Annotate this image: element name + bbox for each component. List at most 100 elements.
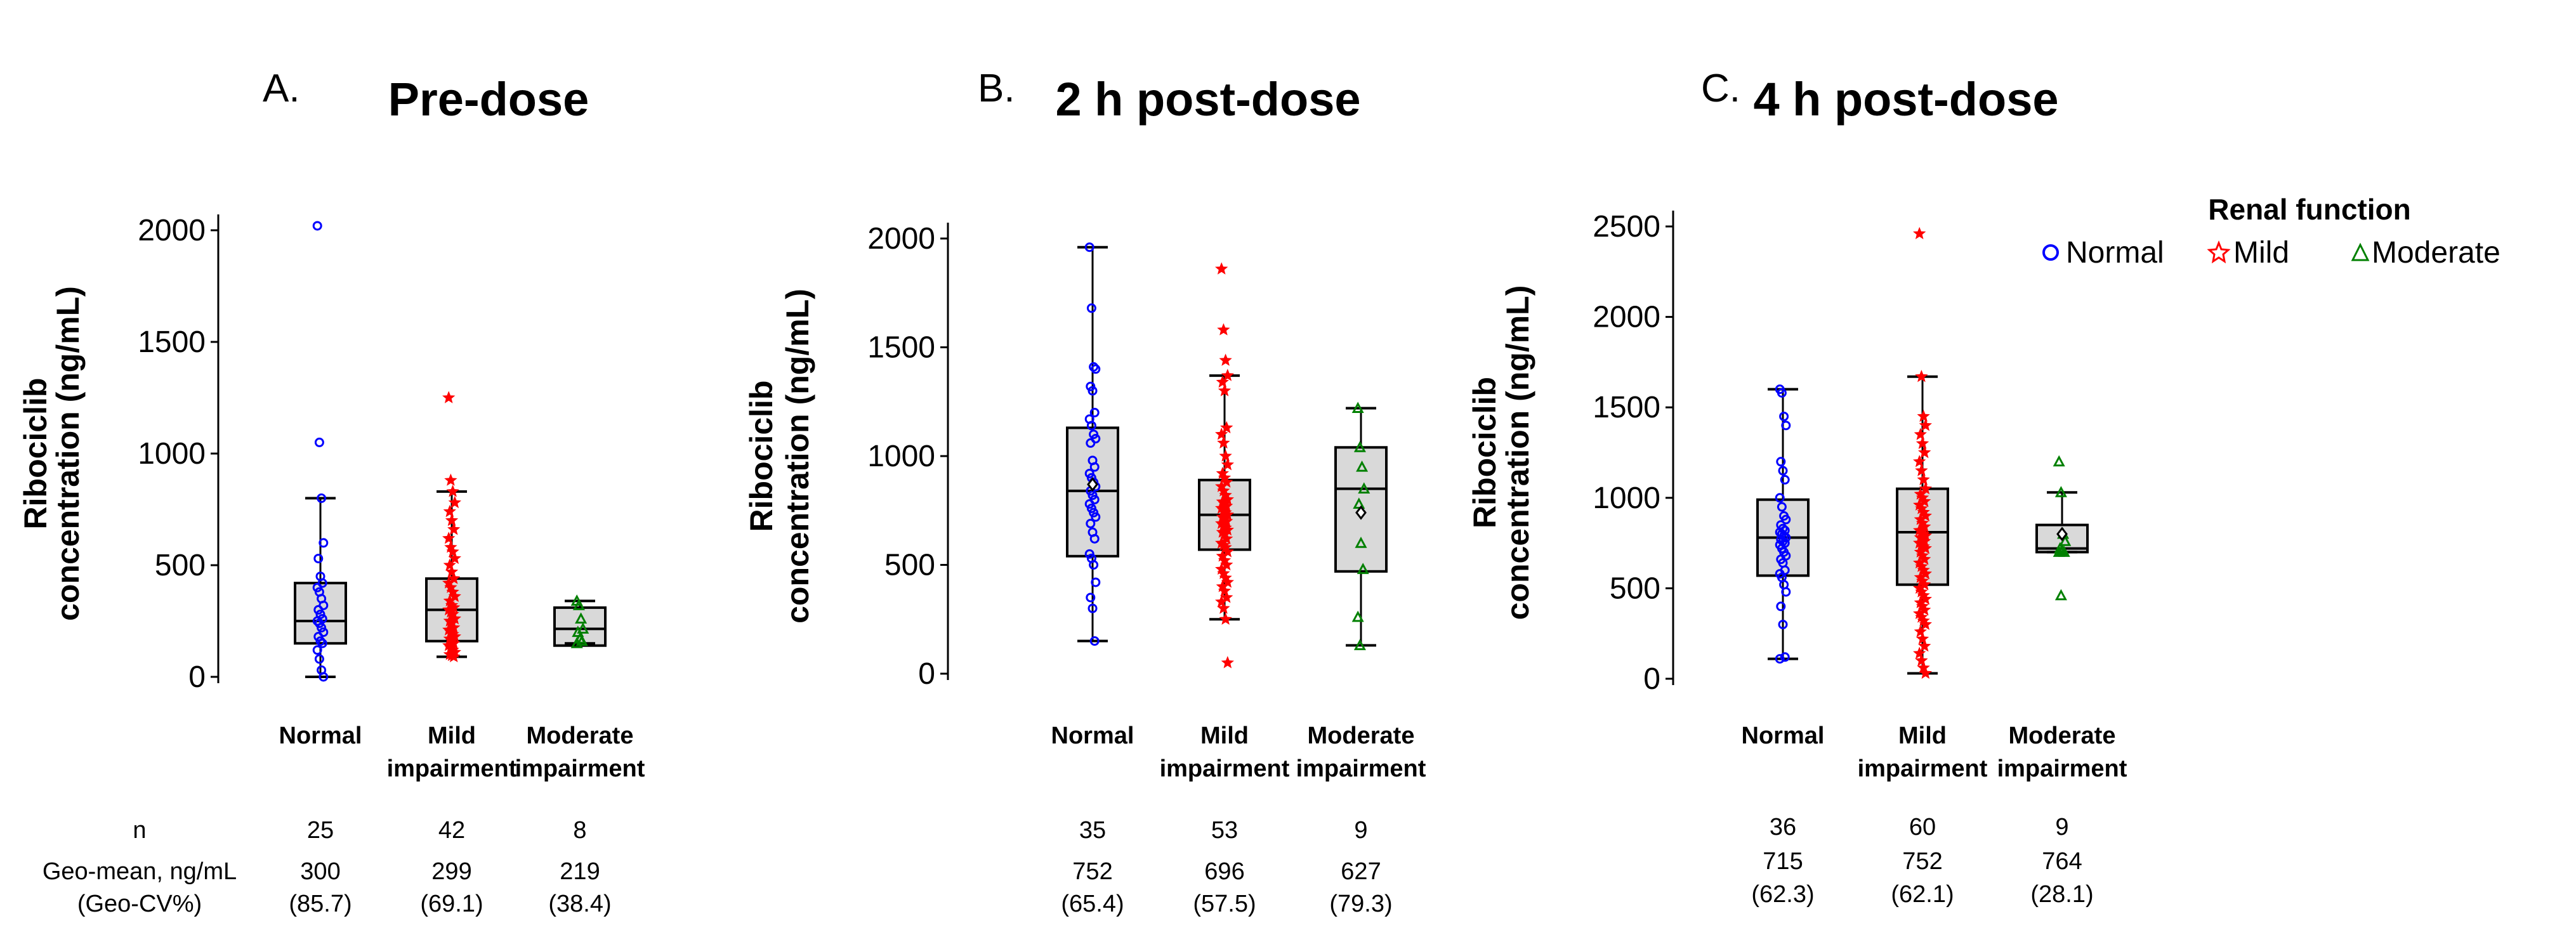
data-point — [572, 625, 584, 638]
data-point — [1089, 362, 1099, 372]
x-category-label: impairment — [1997, 756, 2127, 782]
data-point — [2054, 589, 2067, 601]
data-point — [1088, 603, 1098, 613]
data-point — [1353, 639, 1366, 650]
box-normal — [1066, 242, 1119, 646]
data-point — [1919, 666, 1932, 679]
table-value: 42 — [438, 817, 465, 844]
data-point — [1219, 612, 1232, 625]
legend-title: Renal function — [2208, 193, 2410, 226]
y-tick-label: 0 — [1643, 662, 1660, 696]
data-point — [1917, 473, 1930, 486]
x-category-label: Normal — [1742, 723, 1825, 749]
table-value: 715 — [1763, 848, 1803, 875]
iqr-box — [1334, 446, 1388, 573]
data-point — [1913, 455, 1926, 468]
table-value: 35 — [1079, 817, 1106, 844]
data-point — [1781, 514, 1791, 525]
x-category-label: impairment — [1296, 756, 1426, 782]
table-value: (38.4) — [548, 891, 611, 917]
table-value: 25 — [307, 817, 334, 844]
data-point — [312, 616, 322, 626]
x-category-label: Moderate — [527, 723, 634, 749]
data-point — [1778, 619, 1788, 629]
data-point — [315, 636, 325, 646]
table-value: 60 — [1909, 814, 1936, 841]
data-point — [1089, 407, 1100, 417]
data-point — [1915, 464, 1928, 476]
data-point — [1916, 632, 1929, 644]
data-point — [1779, 411, 1789, 421]
y-tick-label: 500 — [155, 549, 206, 582]
data-point — [570, 637, 583, 648]
data-point — [443, 504, 456, 518]
y-axis-label: concentration (ng/mL) — [1500, 285, 1535, 620]
box-moderate — [553, 594, 607, 648]
data-point — [312, 645, 322, 655]
data-point — [1218, 384, 1232, 396]
panel-b: B. 2 h post-dose Ribociclib concentration (… — [744, 67, 1426, 917]
y-tick-label: 1500 — [867, 331, 935, 365]
x-category-label: impairment — [1160, 756, 1290, 782]
x-category-label: Mild — [1200, 723, 1249, 749]
data-point — [1358, 482, 1370, 494]
data-point — [1356, 460, 1369, 472]
data-point — [575, 634, 588, 646]
y-tick-label: 1000 — [867, 440, 935, 473]
data-point — [1218, 584, 1232, 597]
x-category-label: Mild — [428, 723, 476, 749]
data-point — [1089, 462, 1100, 472]
table-value: 9 — [1354, 817, 1367, 844]
table-value: 8 — [573, 817, 586, 844]
data-point — [317, 638, 327, 648]
data-point — [446, 485, 459, 497]
table-value: 627 — [1341, 858, 1381, 885]
data-point — [2059, 535, 2072, 546]
y-axis-label: Ribociclib — [18, 378, 53, 530]
data-point — [1216, 375, 1229, 388]
data-point — [1221, 656, 1234, 669]
data-point — [572, 599, 585, 610]
table-value: (69.1) — [420, 891, 483, 917]
data-point — [442, 532, 456, 544]
panel-title: 4 h post-dose — [1753, 73, 2058, 126]
data-point — [575, 612, 588, 624]
y-tick-label: 2500 — [1593, 210, 1660, 244]
data-point — [1089, 533, 1100, 544]
data-point — [319, 538, 329, 548]
table-value: 300 — [300, 858, 340, 885]
table-value: (57.5) — [1193, 891, 1256, 917]
y-tick-label: 1000 — [138, 437, 206, 471]
data-point — [1919, 419, 1932, 431]
data-point — [317, 623, 327, 633]
data-point — [1215, 262, 1228, 275]
table-value: 9 — [2055, 814, 2068, 841]
legend-label-moderate: Moderate — [2372, 236, 2500, 270]
data-point — [1215, 595, 1228, 608]
data-point — [314, 654, 324, 664]
legend-normal-circle-icon — [2042, 244, 2059, 261]
data-point — [1091, 364, 1101, 374]
data-point — [1357, 563, 1369, 574]
data-point — [1219, 449, 1232, 462]
legend-label-normal: Normal — [2066, 236, 2164, 270]
data-point — [1916, 436, 1929, 449]
data-point — [1918, 445, 1931, 459]
data-point — [1917, 409, 1930, 422]
data-point — [443, 558, 456, 571]
data-point — [448, 589, 461, 603]
x-category-label: Mild — [1898, 723, 1947, 749]
data-point — [1353, 497, 1365, 509]
box-mild — [425, 391, 478, 663]
data-point — [1781, 421, 1791, 431]
legend: Renal function Normal Mild Moderate — [2042, 193, 2500, 270]
data-point — [1086, 518, 1096, 528]
data-point — [1780, 474, 1790, 485]
data-point — [1221, 369, 1234, 381]
panel-letter: A. — [263, 67, 300, 110]
box-moderate — [2035, 455, 2089, 601]
y-tick-label: 0 — [918, 657, 935, 691]
legend-moderate-triangle-icon — [2351, 242, 2370, 261]
box-normal — [294, 221, 347, 682]
